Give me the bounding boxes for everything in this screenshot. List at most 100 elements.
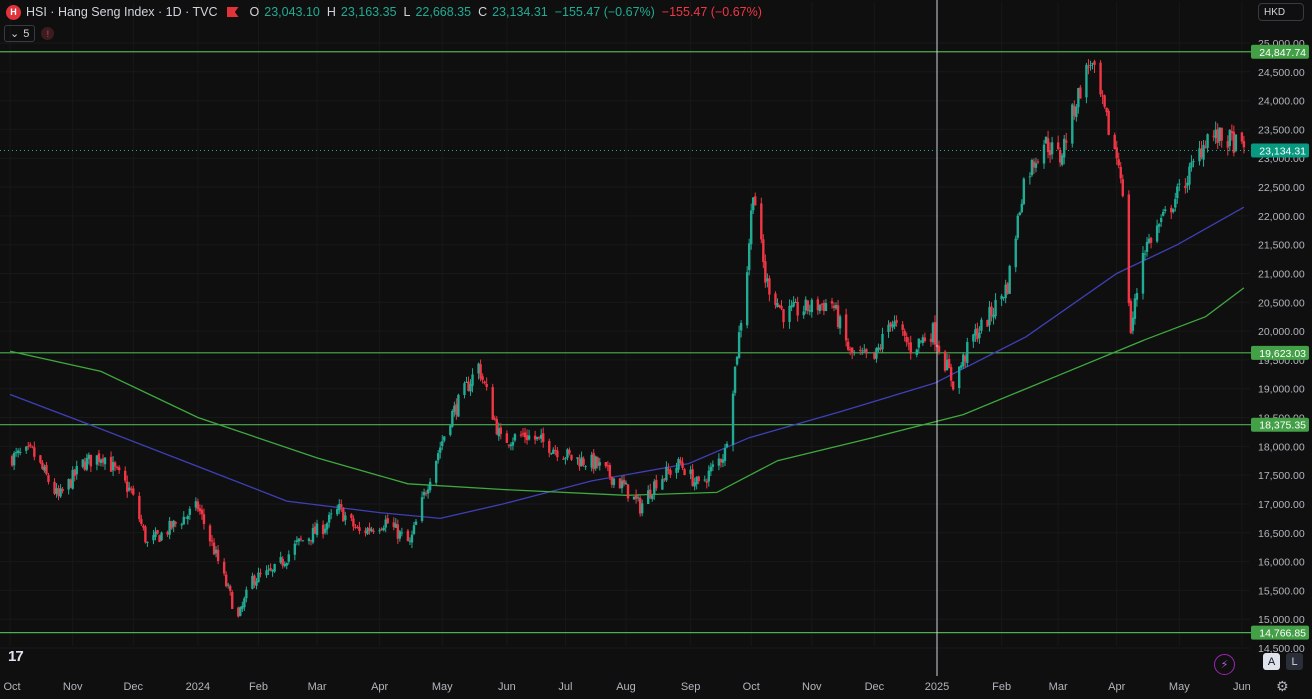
candle-body: [269, 568, 272, 571]
candle-body: [140, 519, 143, 524]
gear-icon[interactable]: ⚙: [1276, 678, 1289, 694]
candle-body: [649, 489, 652, 498]
candle-body: [867, 352, 870, 354]
time-axis[interactable]: Oct Nov Dec 2024 Feb Mar Apr May Jun Jul Aug Sep Oct…: [3, 681, 1250, 693]
candle-body: [182, 516, 185, 525]
candle-body: [1206, 134, 1209, 148]
candle-body: [67, 479, 70, 490]
candle-body: [917, 338, 921, 348]
level-price-badge[interactable]: [1251, 44, 1309, 59]
candle-body: [832, 305, 836, 309]
candle-body: [97, 453, 101, 462]
candle-body: [634, 494, 638, 499]
candle-body: [453, 405, 456, 412]
candle-body: [1036, 161, 1040, 163]
candle-body: [606, 465, 610, 467]
tradingview-logo-icon[interactable]: 17: [8, 648, 24, 665]
price-tick-label: 19,000.00: [1258, 384, 1305, 396]
candle-body: [774, 293, 777, 305]
candle-body: [976, 328, 979, 340]
time-tick-label: May: [1169, 681, 1190, 693]
candle-body: [168, 520, 171, 535]
candle-body: [1216, 129, 1219, 143]
price-tick-label: 16,000.00: [1258, 557, 1305, 569]
candle-body: [1091, 63, 1094, 65]
candle-body: [117, 467, 121, 471]
level-price-label: 19,623.03: [1259, 348, 1306, 360]
auto-scale-button[interactable]: A: [1263, 653, 1280, 670]
candle-body: [497, 428, 500, 437]
candle-body: [703, 479, 706, 481]
level-price-badge[interactable]: [1251, 345, 1309, 360]
candle-body: [340, 504, 343, 508]
time-tick-label: 2024: [186, 681, 210, 693]
price-axis[interactable]: 14,500.00 15,000.00 15,500.00 16,000.00 16,5…: [1251, 38, 1309, 655]
level-price-badge[interactable]: [1251, 625, 1309, 640]
candle-body: [222, 561, 226, 574]
candle-body: [95, 455, 99, 465]
level-price-label: 18,375.35: [1259, 420, 1306, 432]
candle-body: [1006, 283, 1009, 294]
candle-body: [824, 303, 828, 312]
candle-body: [681, 462, 684, 468]
candle-body: [903, 330, 906, 336]
lightning-icon[interactable]: ⚡: [1214, 654, 1235, 675]
candle-body: [705, 481, 708, 483]
candle-body: [16, 450, 20, 454]
candle-body: [1063, 138, 1066, 158]
currency-button[interactable]: HKD: [1258, 3, 1304, 21]
candle-body: [493, 418, 496, 420]
candle-body: [1133, 298, 1137, 319]
candle-body: [651, 495, 654, 500]
candle-body: [101, 458, 105, 463]
indicators-toggle-button[interactable]: ⌄ 5: [4, 25, 36, 42]
time-tick-label: Jun: [1233, 681, 1251, 693]
flag-icon[interactable]: [226, 7, 239, 17]
candle-body: [41, 462, 44, 469]
candle-body: [55, 488, 58, 494]
symbol-title[interactable]: HSI · Hang Seng Index · 1D · TVC: [26, 5, 218, 19]
candle-body: [71, 470, 74, 489]
time-tick-label: Oct: [3, 681, 20, 693]
candle-body: [986, 320, 989, 327]
candle-body: [947, 359, 951, 369]
candle-body: [507, 444, 511, 446]
price-tick-label: 24,500.00: [1258, 67, 1305, 79]
candle-body: [1050, 142, 1054, 155]
candle-body: [1188, 166, 1191, 185]
horizontal-levels[interactable]: [0, 51, 1252, 634]
log-scale-button[interactable]: L: [1286, 653, 1303, 670]
candle-body: [711, 464, 715, 467]
price-tick-label: 15,000.00: [1258, 614, 1305, 626]
candle-body: [299, 538, 303, 540]
candle-body: [1093, 61, 1096, 65]
candle-body: [279, 557, 282, 563]
candle-body: [966, 342, 969, 364]
candle-body: [471, 374, 474, 386]
candle-body: [964, 355, 967, 362]
warning-icon[interactable]: !: [41, 27, 55, 40]
candle-body: [441, 441, 444, 447]
candle-body: [923, 337, 927, 341]
candle-body: [200, 509, 204, 515]
candle-body: [1058, 150, 1062, 163]
candle-body: [820, 303, 824, 305]
level-price-badge[interactable]: [1251, 417, 1309, 432]
candle-body: [1087, 66, 1090, 68]
candle-body: [554, 449, 557, 451]
candle-body: [980, 319, 983, 331]
candle-body: [214, 549, 218, 554]
candle-body: [739, 323, 743, 331]
last-price-badge[interactable]: [1251, 143, 1309, 158]
low-label: L: [403, 5, 411, 19]
candle-body: [85, 457, 89, 470]
candle-body: [636, 497, 640, 499]
candle-body: [834, 304, 838, 309]
candle-body: [1065, 140, 1068, 143]
time-tick-label: Feb: [249, 681, 268, 693]
candle-body: [428, 481, 432, 491]
price-tick-label: 24,000.00: [1258, 96, 1305, 108]
change-value: −155.47 (−0.67%): [554, 5, 655, 19]
time-tick-label: Dec: [123, 681, 143, 693]
